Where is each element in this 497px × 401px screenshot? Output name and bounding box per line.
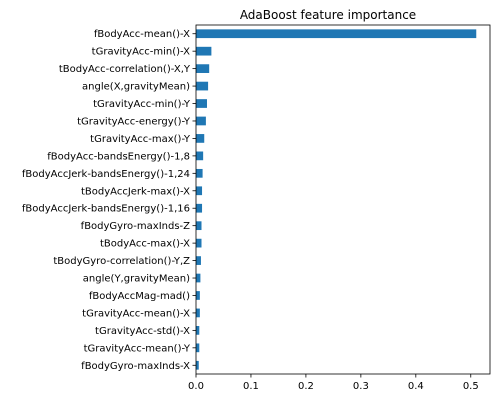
y-tick-label-10: fBodyAccJerk-bandsEnergy()-1,16 <box>22 204 190 215</box>
x-tick-label-3: 0.3 <box>353 381 369 392</box>
plot-frame <box>195 24 491 375</box>
bar-10 <box>196 203 203 213</box>
bar-14 <box>196 273 201 283</box>
bar-3 <box>196 81 209 91</box>
x-tick-label-2: 0.2 <box>298 381 314 392</box>
y-tick-label-5: tGravityAcc-energy()-Y <box>77 116 191 127</box>
y-tick-label-9: tBodyAccJerk-max()-X <box>81 186 190 197</box>
x-tick-label-5: 0.5 <box>463 381 479 392</box>
y-tick-label-8: fBodyAccJerk-bandsEnergy()-1,24 <box>22 169 190 180</box>
y-tick-label-17: tGravityAcc-std()-X <box>95 326 190 337</box>
bar-5 <box>196 116 206 126</box>
y-axis-ticks: fBodyAcc-mean()-X tGravityAcc-min()-X tBod… <box>22 29 196 372</box>
x-axis-ticks: 0.0 0.1 0.2 0.3 0.4 0.5 <box>188 374 479 392</box>
bar-16 <box>196 308 200 318</box>
bar-17 <box>196 326 200 335</box>
bar-1 <box>196 46 212 56</box>
x-tick-label-0: 0.0 <box>188 381 204 392</box>
y-tick-label-4: tGravityAcc-min()-Y <box>93 99 191 110</box>
y-tick-label-13: tBodyGyro-correlation()-Y,Z <box>53 256 190 267</box>
y-tick-label-2: tBodyAcc-correlation()-X,Y <box>59 64 191 75</box>
y-tick-label-18: tGravityAcc-mean()-Y <box>84 343 191 354</box>
bar-8 <box>196 168 203 178</box>
x-tick-label-4: 0.4 <box>408 381 424 392</box>
bar-19 <box>196 360 199 370</box>
bar-13 <box>196 256 201 265</box>
bar-0 <box>196 29 477 39</box>
bar-4 <box>196 99 207 108</box>
y-tick-label-6: tGravityAcc-max()-Y <box>90 134 191 145</box>
y-tick-label-1: tGravityAcc-min()-X <box>92 47 190 58</box>
bar-9 <box>196 186 203 196</box>
bar-12 <box>196 238 202 248</box>
bars-group <box>196 29 477 370</box>
bar-15 <box>196 291 200 300</box>
bar-7 <box>196 151 204 161</box>
chart-title: AdaBoost feature importance <box>240 8 416 22</box>
y-tick-label-11: fBodyGyro-maxInds-Z <box>81 221 190 232</box>
bar-2 <box>196 64 210 73</box>
bar-18 <box>196 343 200 353</box>
bar-6 <box>196 134 205 143</box>
y-tick-label-14: angle(Y,gravityMean) <box>83 274 190 285</box>
bar-11 <box>196 221 202 231</box>
y-tick-label-0: fBodyAcc-mean()-X <box>94 29 190 40</box>
y-tick-label-15: fBodyAccMag-mad() <box>89 291 190 302</box>
x-tick-label-1: 0.1 <box>243 381 259 392</box>
y-tick-label-7: fBodyAcc-bandsEnergy()-1,8 <box>47 151 190 162</box>
y-tick-label-3: angle(X,gravityMean) <box>82 82 190 93</box>
y-tick-label-12: tBodyAcc-max()-X <box>100 239 190 250</box>
y-tick-label-16: tGravityAcc-mean()-X <box>82 308 190 319</box>
y-tick-label-19: fBodyGyro-maxInds-X <box>81 361 190 372</box>
